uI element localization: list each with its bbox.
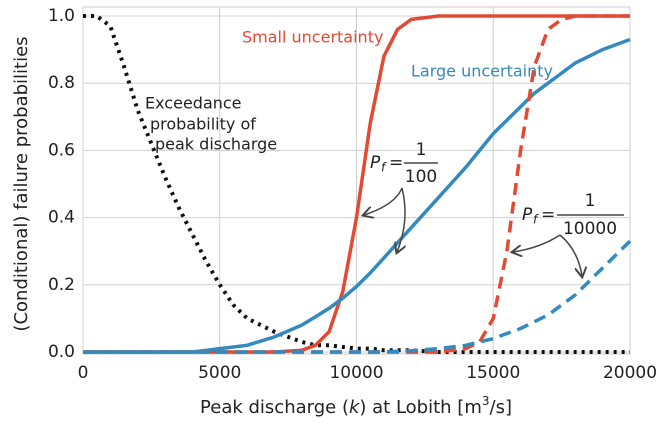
annotation: probability of [150,115,256,134]
x-axis-label: Peak discharge (k) at Lobith [m3/s] [200,394,512,419]
x-tick-label: 20000 [603,363,657,383]
annotation: f [533,213,539,227]
y-tick-label: 0.6 [48,140,75,160]
annotation: 10000 [563,219,617,239]
series-line [83,239,632,354]
arrows [364,187,582,276]
x-label-part: ) at Lobith [m [359,397,481,418]
y-axis-label: (Conditional) failure probabilities [11,36,32,331]
annotation: 1 [416,140,427,160]
y-tick-label: 0.0 [48,342,75,362]
series-line [83,14,630,354]
annotation: = [541,205,555,225]
y-tick-label: 1.0 [48,6,75,26]
annotation: Small uncertainty [242,28,383,47]
y-tick-label: 0.2 [48,275,75,295]
annotation: Large uncertainty [411,62,553,81]
y-tick-label: 0.4 [48,208,75,228]
annotation: 1 [585,191,596,211]
annotation: Exceedance [145,94,242,113]
x-tick-label: 5000 [198,363,241,383]
x-label-part: 3 [482,394,490,408]
x-tick-label: 15000 [466,363,520,383]
x-tick-label: 0 [78,363,89,383]
annotation: peak discharge [155,135,277,154]
x-label-part: k [349,397,361,418]
annotation: f [381,161,387,175]
annotation: 100 [405,167,437,187]
x-label-part: Peak discharge ( [200,397,349,418]
x-tick-label: 10000 [329,363,383,383]
annotation: P [370,153,381,173]
pf-label: P f = 1 10000 [522,191,624,239]
annotation: P [522,205,533,225]
annotation: = [389,153,403,173]
lines [83,14,632,354]
x-label-part: /s] [490,397,512,418]
y-tick-label: 0.8 [48,73,75,93]
pf-label: P f = 1 100 [370,140,438,187]
